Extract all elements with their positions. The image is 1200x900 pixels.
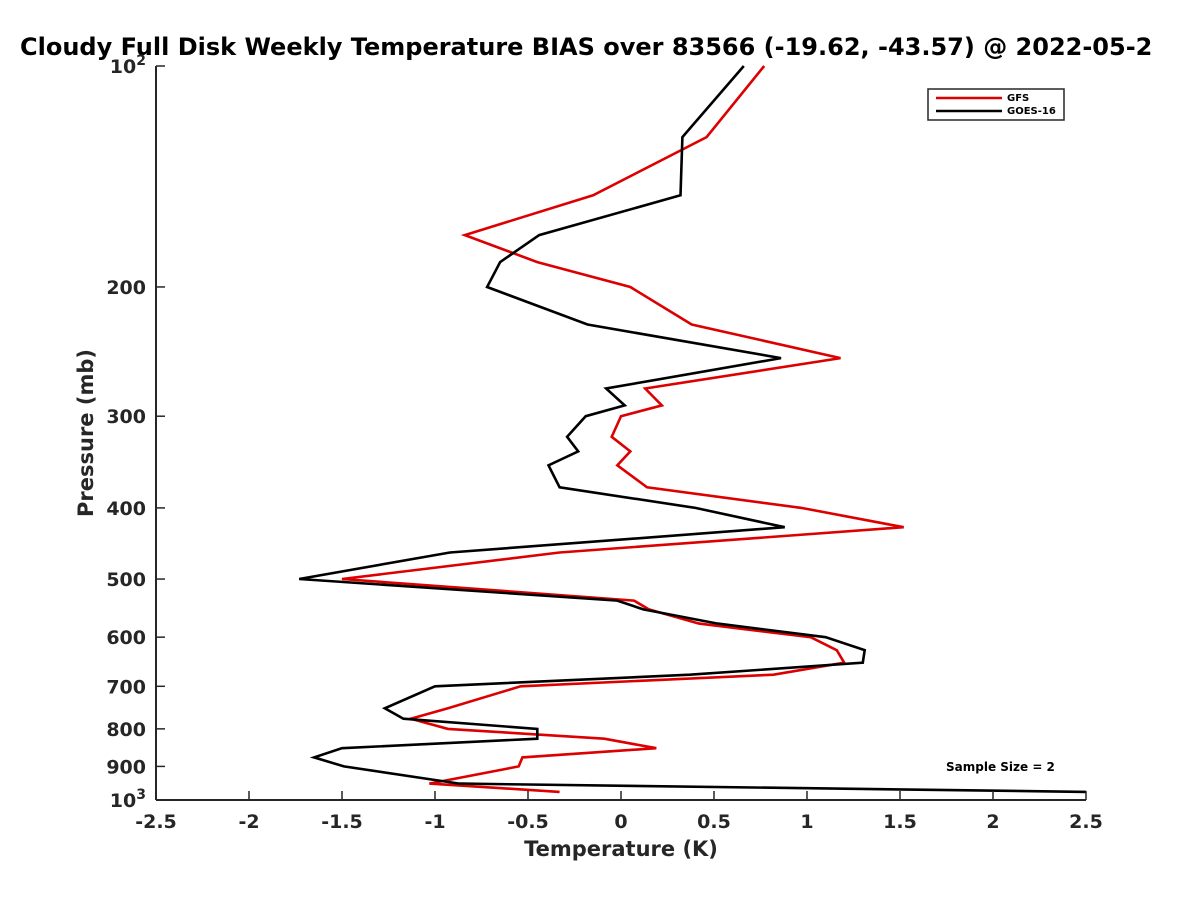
x-tick-label: -0.5 xyxy=(507,811,549,833)
y-tick-label: 400 xyxy=(106,498,146,520)
y-tick-label: 600 xyxy=(106,627,146,649)
x-tick-label: 1 xyxy=(800,811,813,833)
x-tick-label: -1 xyxy=(424,811,445,833)
legend-label-goes-16: GOES-16 xyxy=(1007,106,1056,117)
legend-label-gfs: GFS xyxy=(1007,93,1029,104)
y-tick-label: 102 xyxy=(110,53,146,78)
series-layer xyxy=(298,65,1087,794)
legend-box xyxy=(927,88,1065,121)
chart-title: Cloudy Full Disk Weekly Temperature BIAS… xyxy=(20,33,1152,61)
x-axis-ticks: -2.5 -2 -1.5 -1 -0.5 0 0.5 1 1.5 2 2.5 xyxy=(135,791,1103,833)
x-tick-label: -2 xyxy=(238,811,259,833)
x-tick-label: 0 xyxy=(614,811,627,833)
y-tick-label: 800 xyxy=(106,719,146,741)
x-tick-label: 0.5 xyxy=(697,811,731,833)
x-tick-label: -1.5 xyxy=(321,811,363,833)
x-tick-label: 2 xyxy=(986,811,999,833)
series-line-goes-16 xyxy=(298,65,1087,794)
y-tick-label: 300 xyxy=(106,406,146,428)
sample-size-annotation: Sample Size = 2 xyxy=(946,760,1055,774)
x-tick-label: 1.5 xyxy=(883,811,917,833)
y-axis-ticks: 102 200 300 400 500 600 700 800 900 103 xyxy=(106,53,165,812)
y-axis-label: Pressure (mb) xyxy=(74,349,98,517)
x-axis-label: Temperature (K) xyxy=(524,837,718,861)
y-tick-label: 200 xyxy=(106,277,146,299)
y-tick-label: 700 xyxy=(106,676,146,698)
y-tick-label: 900 xyxy=(106,756,146,778)
series-line-gfs xyxy=(341,65,904,794)
y-tick-label: 103 xyxy=(110,787,146,812)
y-tick-label: 500 xyxy=(106,569,146,591)
legend: GFS GOES-16 xyxy=(927,88,1065,121)
x-tick-label: 2.5 xyxy=(1069,811,1103,833)
x-tick-label: -2.5 xyxy=(135,811,177,833)
